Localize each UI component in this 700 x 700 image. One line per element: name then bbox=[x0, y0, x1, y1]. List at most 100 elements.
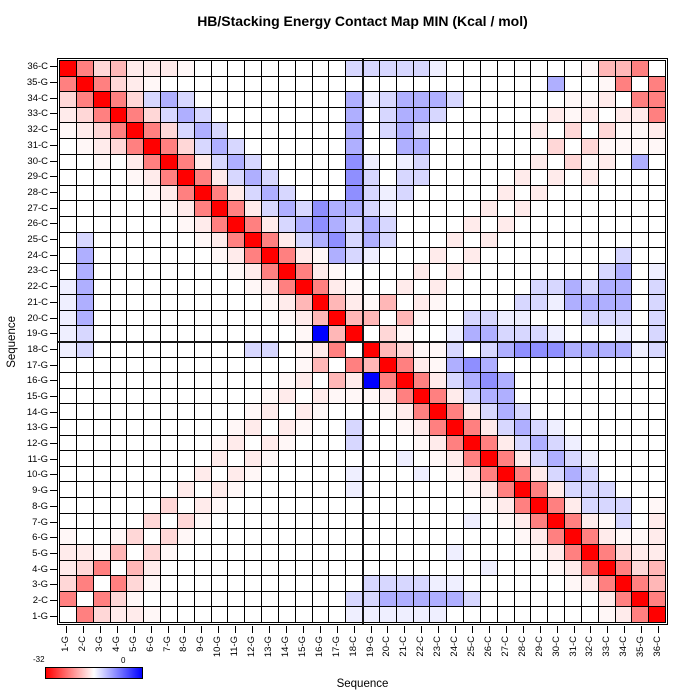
heatmap-cell bbox=[127, 498, 145, 514]
heatmap-cell bbox=[379, 139, 397, 155]
heatmap-cell bbox=[497, 295, 515, 311]
heatmap-cell bbox=[430, 310, 448, 327]
heatmap-cell bbox=[413, 107, 431, 124]
y-axis-tick bbox=[50, 537, 57, 539]
heatmap-cell bbox=[245, 357, 262, 374]
y-axis-tick bbox=[50, 82, 57, 83]
heatmap-cell bbox=[396, 466, 414, 483]
heatmap-cell bbox=[245, 482, 262, 499]
heatmap-cell bbox=[228, 107, 246, 124]
heatmap-cell bbox=[60, 373, 77, 389]
heatmap-cell bbox=[649, 154, 666, 171]
heatmap-cell bbox=[161, 466, 178, 483]
heatmap-cell bbox=[329, 373, 347, 389]
heatmap-cell bbox=[413, 61, 431, 77]
heatmap-cell bbox=[329, 576, 347, 592]
heatmap-cell bbox=[211, 123, 229, 140]
heatmap-cell bbox=[598, 217, 616, 233]
heatmap-cell bbox=[144, 560, 161, 577]
heatmap-cell bbox=[76, 482, 94, 499]
heatmap-cell bbox=[245, 513, 262, 530]
heatmap-cell bbox=[60, 357, 77, 374]
heatmap-cell bbox=[396, 420, 414, 436]
heatmap-cell bbox=[161, 451, 178, 467]
heatmap-cell bbox=[565, 544, 582, 561]
heatmap-cell bbox=[93, 310, 111, 327]
heatmap-cell bbox=[615, 451, 633, 467]
heatmap-cell bbox=[447, 185, 464, 202]
heatmap-cell bbox=[430, 295, 448, 311]
heatmap-cell bbox=[262, 607, 279, 623]
heatmap-cell bbox=[211, 217, 229, 233]
heatmap-cell bbox=[278, 451, 296, 467]
heatmap-grid bbox=[59, 60, 666, 623]
heatmap-cell bbox=[110, 498, 128, 514]
heatmap-cell bbox=[245, 560, 262, 577]
heatmap-cell bbox=[598, 529, 616, 545]
heatmap-cell bbox=[447, 170, 464, 186]
heatmap-cell bbox=[295, 248, 313, 264]
heatmap-cell bbox=[581, 61, 599, 77]
heatmap-cell bbox=[379, 373, 397, 389]
heatmap-cell bbox=[211, 357, 229, 374]
heatmap-cell bbox=[531, 76, 549, 93]
heatmap-cell bbox=[127, 373, 145, 389]
heatmap-cell bbox=[379, 232, 397, 249]
heatmap-cell bbox=[581, 123, 599, 140]
heatmap-cell bbox=[598, 123, 616, 140]
heatmap-cell bbox=[615, 295, 633, 311]
heatmap-cell bbox=[245, 154, 262, 171]
heatmap-cell bbox=[447, 420, 464, 436]
y-axis-tick-label: 16-G bbox=[26, 375, 48, 387]
y-axis-tick bbox=[50, 223, 57, 225]
heatmap-cell bbox=[76, 544, 94, 561]
heatmap-cell bbox=[464, 201, 481, 218]
heatmap-cell bbox=[514, 61, 532, 77]
heatmap-cell bbox=[430, 201, 448, 218]
heatmap-cell bbox=[93, 139, 111, 155]
heatmap-cell bbox=[76, 107, 94, 124]
heatmap-cell bbox=[649, 61, 666, 77]
heatmap-cell bbox=[262, 341, 279, 358]
heatmap-cell bbox=[396, 357, 414, 374]
y-axis-tick-label: 15-G bbox=[26, 390, 48, 402]
heatmap-cell bbox=[413, 498, 431, 514]
heatmap-cell bbox=[144, 295, 161, 311]
heatmap-cell bbox=[329, 404, 347, 421]
x-axis-tick-label: 13-G bbox=[263, 636, 274, 658]
heatmap-cell bbox=[60, 482, 77, 499]
heatmap-cell bbox=[396, 154, 414, 171]
heatmap-cell bbox=[615, 357, 633, 374]
heatmap-cell bbox=[144, 435, 161, 452]
heatmap-cell bbox=[497, 373, 515, 389]
heatmap-cell bbox=[396, 404, 414, 421]
heatmap-cell bbox=[649, 295, 666, 311]
heatmap-cell bbox=[346, 123, 363, 140]
heatmap-cell bbox=[161, 232, 178, 249]
y-axis-tick-label: 34-C bbox=[27, 92, 48, 104]
y-axis-tick-label: 3-G bbox=[32, 579, 48, 591]
x-axis-tick-label: 9-G bbox=[195, 636, 207, 652]
heatmap-cell bbox=[632, 263, 650, 280]
heatmap-cell bbox=[581, 279, 599, 296]
x-axis-tick bbox=[133, 626, 135, 633]
heatmap-cell bbox=[194, 591, 212, 608]
heatmap-cell bbox=[346, 61, 363, 77]
heatmap-cell bbox=[649, 76, 666, 93]
heatmap-cell bbox=[245, 310, 262, 327]
heatmap-cell bbox=[464, 513, 481, 530]
x-axis-tick bbox=[99, 626, 101, 633]
heatmap-cell bbox=[194, 170, 212, 186]
heatmap-cell bbox=[194, 373, 212, 389]
y-axis-tick bbox=[50, 443, 57, 444]
heatmap-cell bbox=[329, 560, 347, 577]
heatmap-cell bbox=[110, 482, 128, 499]
heatmap-cell bbox=[245, 217, 262, 233]
heatmap-cell bbox=[262, 123, 279, 140]
y-axis-tick bbox=[50, 552, 57, 554]
heatmap-cell bbox=[615, 279, 633, 296]
heatmap-cell bbox=[649, 123, 666, 140]
heatmap-cell bbox=[177, 217, 195, 233]
heatmap-cell bbox=[127, 170, 145, 186]
heatmap-cell bbox=[144, 529, 161, 545]
